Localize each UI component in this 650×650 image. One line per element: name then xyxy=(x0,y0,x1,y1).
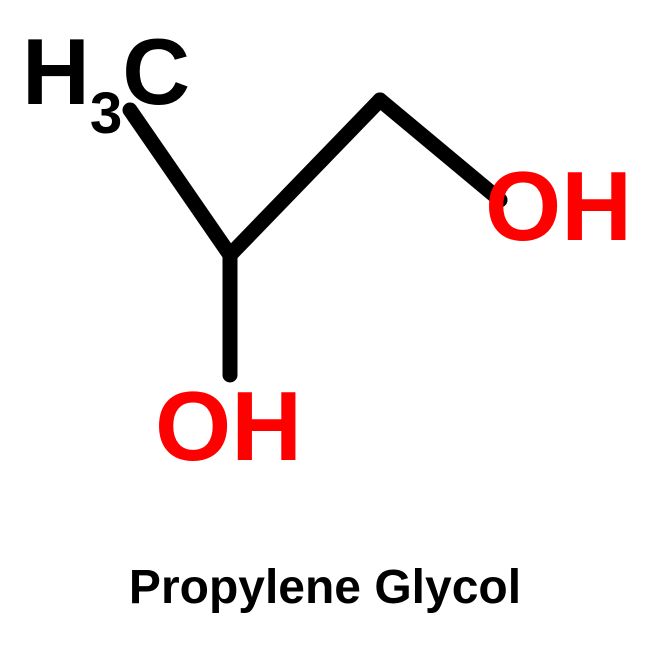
hydroxyl-bottom-label: OH xyxy=(155,370,302,483)
methyl-h: H xyxy=(22,19,90,124)
methyl-group-label: H3C xyxy=(22,18,190,138)
methyl-3: 3 xyxy=(90,81,122,146)
hydroxyl-right-label: OH xyxy=(485,150,632,263)
methyl-c: C xyxy=(122,19,190,124)
chemical-diagram: H3C OH OH Propylene Glycol xyxy=(0,0,650,650)
compound-name: Propylene Glycol xyxy=(0,560,650,615)
